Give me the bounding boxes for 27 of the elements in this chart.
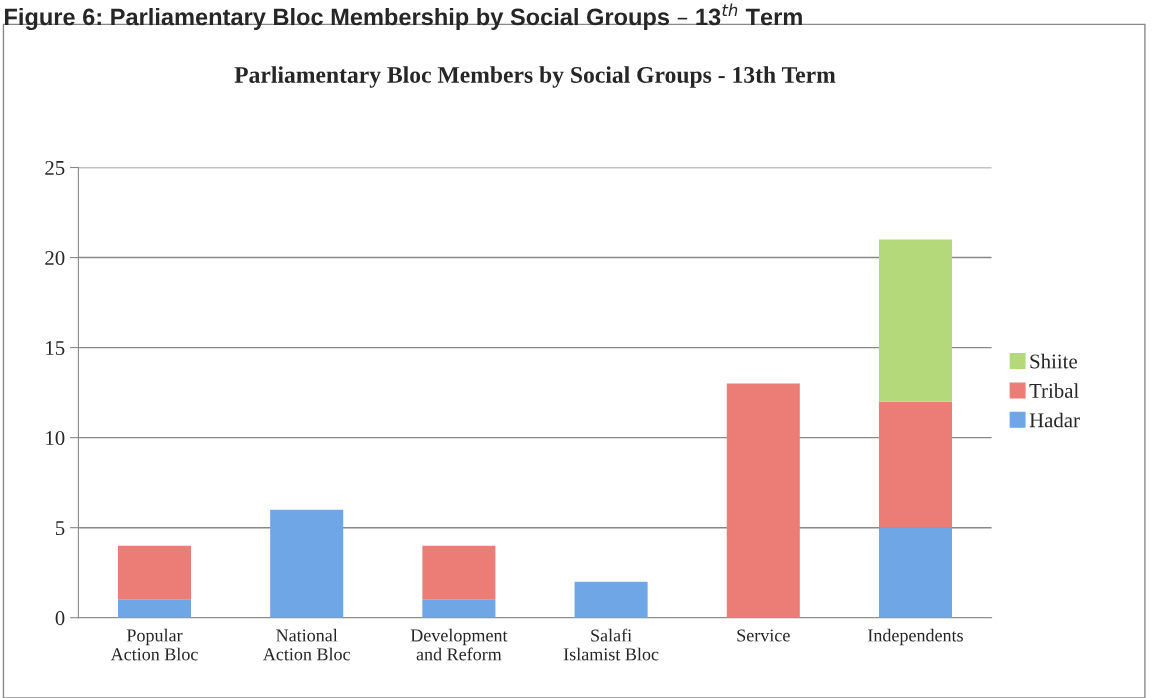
- bar: [878, 239, 953, 402]
- x-tick-label: Service: [737, 629, 790, 642]
- x-tick-label: Popular Action Bloc: [110, 628, 198, 661]
- x-tick-label: Independents: [868, 628, 963, 646]
- y-tick-label: 25: [45, 160, 65, 175]
- bar: [117, 545, 192, 600]
- bar: [574, 581, 648, 618]
- legend-label: Shiite: [1030, 353, 1077, 369]
- x-tick-label: National Action Bloc: [263, 628, 351, 661]
- y-tick-label: 5: [56, 521, 65, 536]
- bar: [422, 599, 496, 618]
- bar: [422, 545, 496, 600]
- y-tick-label: 15: [46, 341, 65, 356]
- x-tick-label: Salafi Islamist Bloc: [563, 628, 659, 661]
- bar: [726, 383, 800, 618]
- y-tick-label: 0: [55, 611, 65, 626]
- x-tick-label: Development and Reform: [410, 628, 508, 661]
- bar: [117, 599, 192, 618]
- legend-label: Tribal: [1029, 383, 1079, 398]
- caption: Figure 6: Parliamentary Bloc Membership by Social Groups – 13$^{th}$ Term: [5, 3, 802, 31]
- legend-label: Hadar: [1029, 412, 1080, 428]
- chart-title: Parliamentary Bloc Members by Social Groups - 13th Term: [234, 66, 836, 88]
- y-tick-label: 10: [46, 431, 65, 446]
- bar: [270, 509, 344, 618]
- y-tick-label: 20: [45, 250, 65, 265]
- bar: [878, 401, 953, 528]
- bar: [878, 527, 953, 618]
